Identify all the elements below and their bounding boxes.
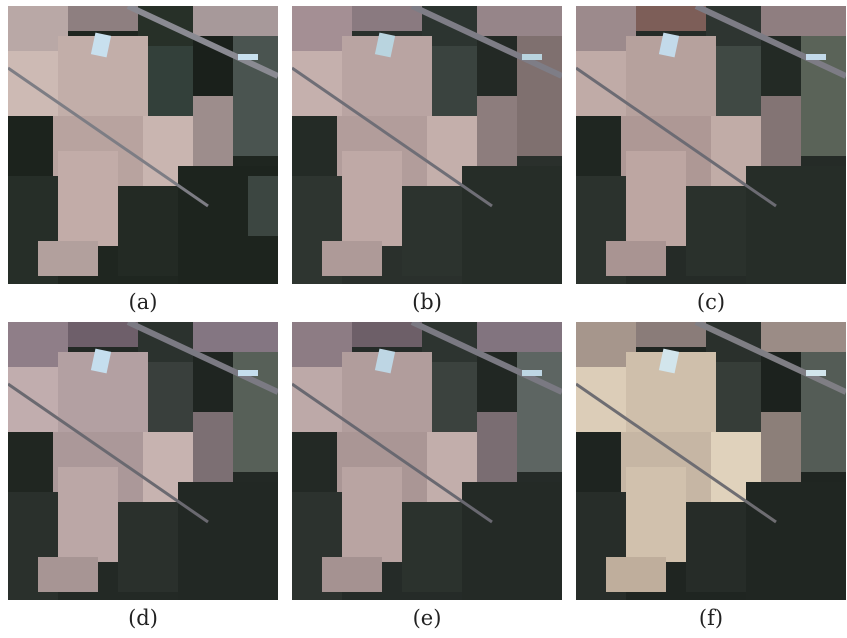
panel-e: (e) <box>292 322 562 638</box>
panel-b: (b) <box>292 6 562 322</box>
satellite-image-a-graphic <box>8 6 278 284</box>
caption-a: (a) <box>128 290 158 314</box>
caption-c: (c) <box>696 290 726 314</box>
satellite-image-b-graphic <box>292 6 562 284</box>
satellite-image-c-graphic <box>576 6 846 284</box>
satellite-image-a <box>8 6 278 284</box>
satellite-image-e <box>292 322 562 600</box>
satellite-image-d <box>8 322 278 600</box>
satellite-image-c <box>576 6 846 284</box>
figure-grid: (a) <box>8 6 846 634</box>
panel-d: (d) <box>8 322 278 638</box>
caption-d: (d) <box>128 606 158 630</box>
satellite-image-d-graphic <box>8 322 278 600</box>
caption-f: (f) <box>698 606 724 630</box>
panel-a: (a) <box>8 6 278 322</box>
panel-f: (f) <box>576 322 846 638</box>
caption-b: (b) <box>412 290 442 314</box>
satellite-image-b <box>292 6 562 284</box>
panel-c: (c) <box>576 6 846 322</box>
caption-e: (e) <box>412 606 442 630</box>
satellite-image-f <box>576 322 846 600</box>
satellite-image-f-graphic <box>576 322 846 600</box>
satellite-image-e-graphic <box>292 322 562 600</box>
